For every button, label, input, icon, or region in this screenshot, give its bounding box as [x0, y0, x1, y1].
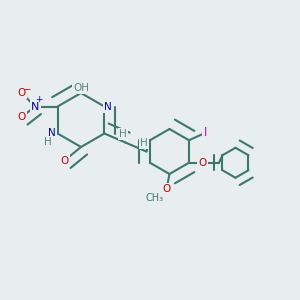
- Text: H: H: [44, 137, 52, 147]
- Text: O: O: [60, 155, 69, 166]
- Text: O: O: [17, 88, 26, 98]
- Text: O: O: [17, 112, 26, 122]
- Text: O: O: [198, 158, 207, 168]
- Text: N: N: [104, 101, 112, 112]
- Text: N: N: [31, 101, 39, 112]
- Text: O: O: [162, 184, 171, 194]
- Text: CH₃: CH₃: [146, 193, 164, 203]
- Text: H: H: [119, 129, 127, 139]
- Text: −: −: [23, 84, 31, 93]
- Text: I: I: [204, 126, 207, 139]
- Text: +: +: [35, 95, 43, 104]
- Text: N: N: [48, 128, 56, 139]
- Text: H: H: [140, 138, 148, 148]
- Text: OH: OH: [73, 83, 89, 93]
